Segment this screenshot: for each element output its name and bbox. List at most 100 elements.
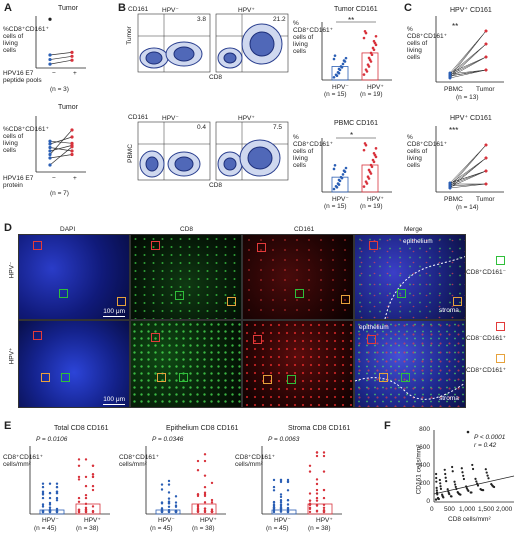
scatter-point	[459, 493, 462, 496]
data-point	[315, 509, 319, 512]
data-point	[272, 506, 276, 509]
micrograph-cd161-hpvneg	[242, 234, 354, 320]
data-point	[370, 53, 374, 57]
data-point	[335, 185, 339, 189]
panel-b-label: B	[118, 2, 126, 14]
f-ytick-800: 800	[419, 426, 430, 433]
paired-line	[449, 183, 487, 187]
data-point	[272, 478, 276, 482]
e1-cat2: HPV⁺	[84, 517, 101, 524]
panel-a-top-lines	[48, 17, 74, 66]
cd161-signal	[243, 321, 353, 407]
data-point	[160, 501, 164, 504]
roi-red	[253, 335, 262, 344]
b-pbmc-bar-cat1: HPV⁻	[332, 196, 349, 203]
paired-line	[449, 170, 487, 188]
panel-a-bottom-n: (n = 7)	[50, 190, 69, 197]
micrograph-cd161-hpvpos	[242, 320, 354, 408]
panel-a-bottom-minus: −	[52, 175, 56, 182]
data-point	[365, 70, 369, 73]
c-bottom-sig: ***	[449, 126, 459, 135]
scale-bar-label: 100 μm	[103, 396, 125, 403]
data-point	[308, 510, 312, 514]
point-minus	[48, 163, 52, 167]
paired-line	[449, 170, 487, 184]
data-point	[322, 503, 326, 506]
data-point	[279, 493, 283, 496]
e3-cat2: HPV⁺	[316, 517, 333, 524]
data-point	[279, 504, 283, 508]
data-point	[286, 480, 290, 484]
e1-chart	[29, 446, 110, 515]
data-point	[196, 493, 200, 496]
b-tumor-bar-chart	[321, 21, 392, 81]
point-tumor	[484, 68, 488, 72]
paired-line	[49, 147, 73, 152]
e2-ylabel: CD8⁺CD161⁺ cells/mm²	[119, 454, 160, 468]
b-tumor-bar-n2: (n = 19)	[360, 91, 383, 98]
f-xtick-500: 500	[444, 506, 455, 513]
b-tumor-bar-sig: **	[348, 16, 355, 25]
data-point	[322, 454, 326, 458]
data-point	[55, 510, 59, 514]
point-minus	[48, 156, 52, 160]
paired-line	[449, 157, 487, 187]
data-point	[41, 505, 45, 508]
scatter-point	[492, 485, 496, 489]
data-point	[203, 474, 207, 477]
data-point	[77, 458, 81, 461]
data-point	[335, 74, 339, 78]
data-point	[374, 155, 378, 159]
data-point	[77, 475, 81, 479]
e3-n2: (n = 38)	[308, 525, 331, 532]
flow-cd161-label-bottom: CD161	[128, 114, 149, 121]
data-point	[41, 496, 45, 500]
data-point	[203, 494, 207, 498]
scatter-point	[436, 493, 439, 496]
point-plus	[70, 149, 74, 153]
data-point	[362, 73, 366, 76]
data-point	[365, 182, 369, 185]
flow-tumor-hpvpos-value: 21.2	[273, 16, 286, 23]
flow-plot-pbmc-hpvpos	[215, 121, 289, 181]
bar	[271, 509, 297, 515]
b-pbmc-bar-ylabel: % CD8⁺CD161⁺ cells of living cells	[293, 134, 334, 169]
c-top-title: HPV⁺ CD161	[450, 7, 492, 14]
scatter-point	[435, 480, 438, 483]
data-point	[41, 490, 45, 493]
scatter-point	[486, 474, 489, 477]
scatter-point	[476, 482, 479, 485]
bar	[39, 509, 65, 515]
data-point	[308, 499, 312, 502]
cd8-signal	[131, 321, 241, 407]
paired-line	[449, 157, 487, 185]
flow-tumor-hpvneg-value: 3.8	[197, 16, 207, 23]
f-xtick-0: 0	[430, 506, 434, 513]
data-point	[322, 470, 326, 473]
data-point	[286, 503, 290, 506]
data-point	[55, 507, 59, 511]
data-point	[337, 71, 341, 75]
data-point	[332, 167, 336, 171]
data-point	[286, 510, 290, 513]
scale-bar	[103, 404, 125, 405]
data-point	[84, 458, 88, 461]
point-minus	[48, 142, 52, 146]
data-point	[333, 54, 337, 57]
data-point	[174, 495, 178, 498]
b-tumor-bar-ylabel: % CD8⁺CD161⁺ cells of living cells	[293, 20, 334, 55]
data-point	[167, 502, 171, 505]
d-col-cd161: CD161	[294, 226, 315, 233]
roi-green	[295, 289, 304, 298]
data-point	[308, 464, 312, 467]
data-point	[84, 506, 88, 509]
data-point	[343, 60, 347, 63]
micrograph-dapi-hpvneg: 100 μm	[18, 234, 130, 320]
paired-line	[449, 69, 487, 77]
roi-orange	[341, 295, 350, 304]
cd161-signal	[243, 235, 353, 319]
roi-red	[257, 243, 266, 252]
roi-red	[369, 241, 378, 250]
data-point	[77, 478, 81, 481]
data-point	[77, 464, 81, 467]
